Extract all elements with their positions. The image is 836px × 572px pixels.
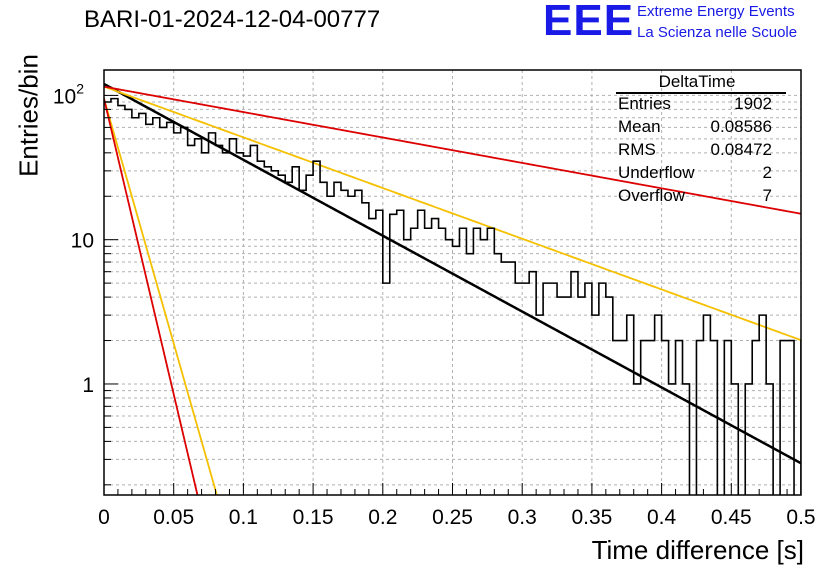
stats-value: 1902: [734, 94, 772, 113]
y-tick-label: 102: [53, 80, 84, 108]
x-tick-label: 0.3: [508, 506, 537, 529]
stats-value: 7: [762, 186, 772, 205]
histogram: [104, 97, 801, 495]
x-tick-label: 0.05: [153, 506, 194, 529]
y-axis-label: Entries/bin: [13, 54, 44, 177]
stats-row-underflow: Underflow 2: [612, 161, 776, 184]
logo-line-1: Extreme Energy Events: [637, 3, 795, 20]
x-tick-labels: 0 0.05 0.1 0.15 0.2 0.25 0.3 0.35 0.4 0.45 0.5: [98, 506, 815, 529]
stats-value: 2: [762, 163, 772, 182]
logo-line-2: La Scienza nelle Scuole: [637, 24, 798, 41]
y-tick-labels: 1 10 102: [53, 80, 94, 397]
y-tick-label: 1: [82, 374, 94, 397]
chart-title: BARI-01-2024-12-04-00777: [84, 6, 381, 33]
stats-row-entries: Entries 1902: [612, 92, 776, 115]
grid: [103, 70, 802, 495]
x-tick-label: 0.4: [647, 506, 677, 529]
stats-value: 0.08472: [710, 140, 772, 159]
histogram-steps: [104, 97, 801, 495]
x-tick-label: 0.25: [432, 506, 473, 529]
eee-logo: EEE: [543, 0, 635, 45]
axis-ticks: [103, 94, 802, 495]
stats-row-mean: Mean 0.08586: [612, 115, 776, 138]
stats-title-rule: [616, 92, 786, 94]
x-tick-label: 0.5: [786, 506, 815, 529]
x-tick-label: 0.2: [368, 506, 397, 529]
y-tick-label: 10: [71, 230, 94, 253]
x-tick-label: 0.15: [293, 506, 334, 529]
stats-value: 0.08586: [710, 117, 772, 136]
stats-label: Mean: [618, 117, 661, 136]
stats-title: DeltaTime: [658, 72, 736, 91]
curve-yellow-slow: [104, 85, 801, 341]
x-tick-label: 0: [98, 506, 110, 529]
x-tick-label: 0.1: [229, 506, 258, 529]
stats-label: Entries: [618, 94, 671, 113]
x-axis-label: Time difference [s]: [591, 535, 804, 565]
stats-row-overflow: Overflow 7: [612, 184, 776, 207]
stats-label: Underflow: [618, 163, 695, 182]
stats-row-rms: RMS 0.08472: [612, 138, 776, 161]
stats-label: RMS: [618, 140, 656, 159]
x-tick-label: 0.35: [571, 506, 612, 529]
stats-label: Overflow: [618, 186, 686, 205]
x-tick-label: 0.45: [711, 506, 752, 529]
stats-box: DeltaTime Entries 1902 Mean 0.08586 RMS …: [612, 72, 786, 207]
curve-red-slow: [104, 85, 801, 215]
curve-fit: [104, 82, 801, 465]
curves: [104, 82, 801, 495]
